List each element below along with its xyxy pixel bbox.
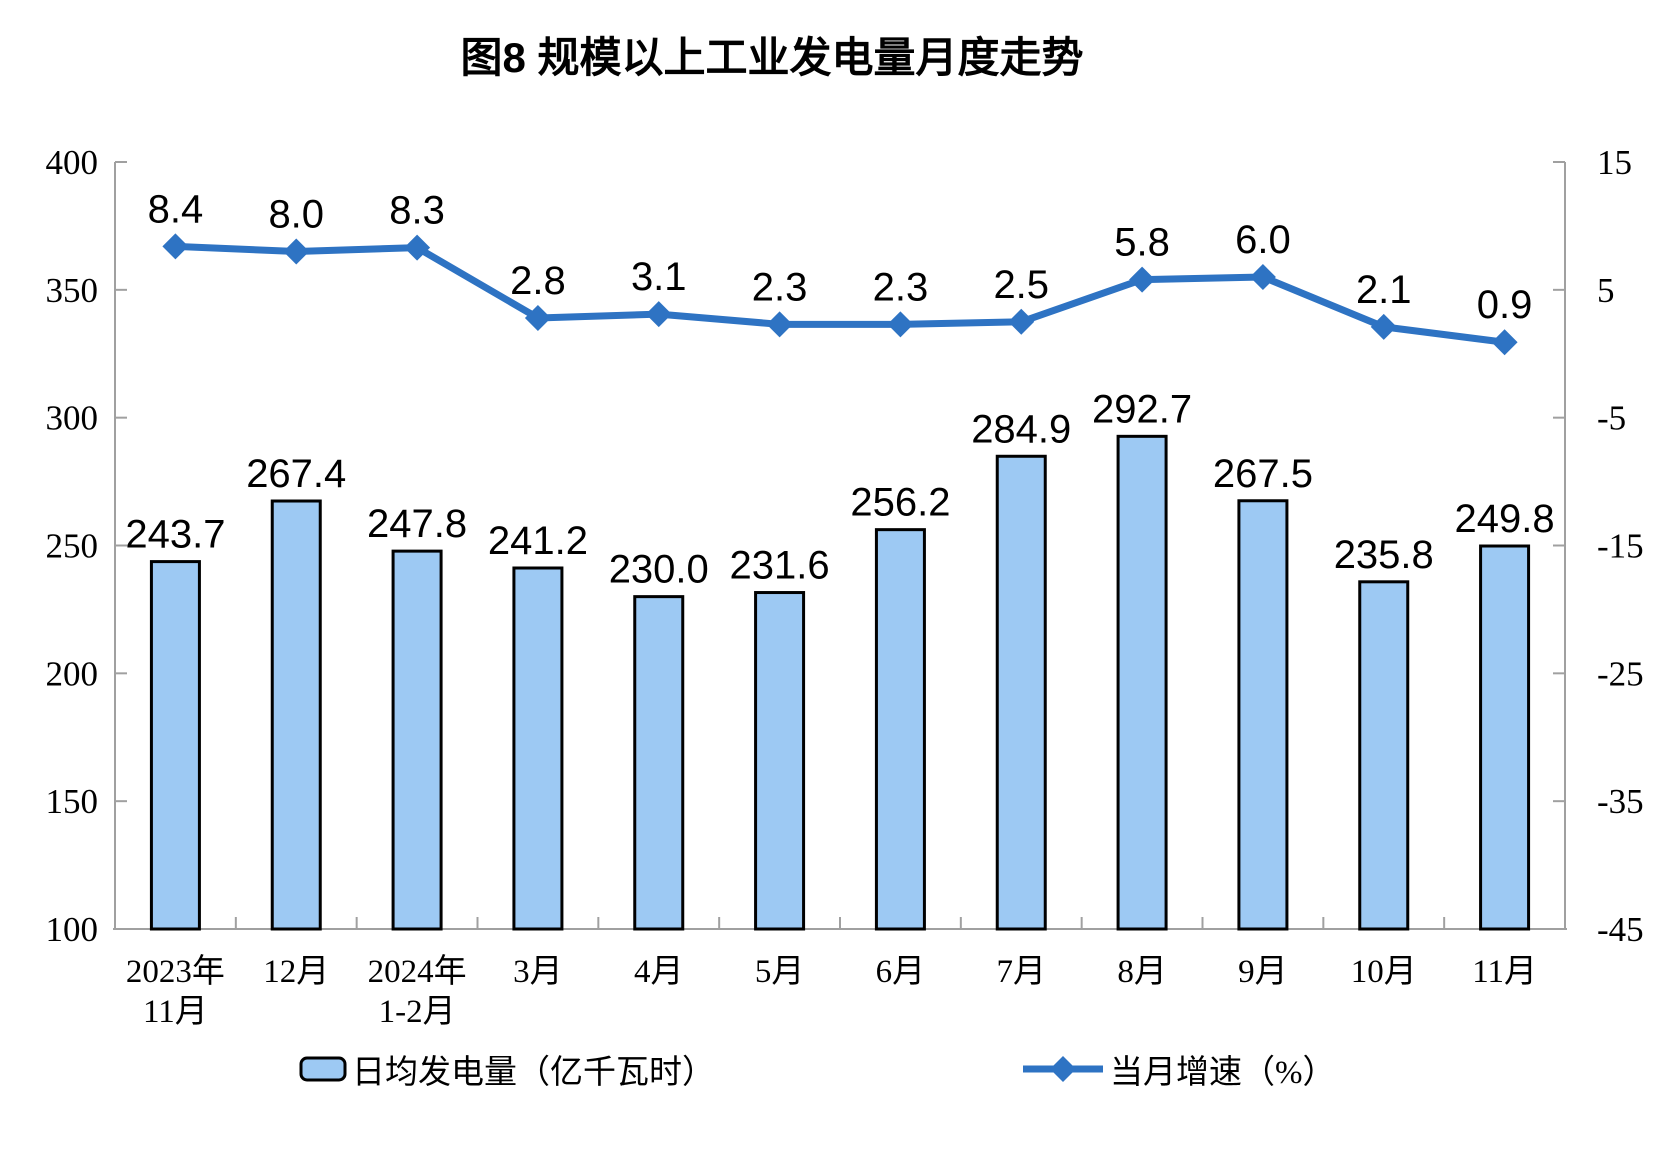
x-category-label: 10月 <box>1351 954 1417 990</box>
line-marker-icon <box>1129 266 1156 293</box>
line-marker-icon <box>162 233 189 260</box>
legend-line-marker-icon <box>1050 1056 1076 1082</box>
bar <box>1358 580 1410 931</box>
right-axis-tick-label: -45 <box>1597 910 1644 949</box>
bar <box>874 528 926 931</box>
line-marker-icon <box>404 234 431 261</box>
left-axis-tick-label: 400 <box>46 143 99 182</box>
bar-value-label: 267.4 <box>246 452 346 496</box>
bar-value-label: 230.0 <box>609 548 709 592</box>
x-category-label: 2023年 11月 <box>126 953 225 1030</box>
bar-value-label: 243.7 <box>125 513 225 557</box>
x-category-label: 2024年 1-2月 <box>368 953 467 1030</box>
bar-value-label: 231.6 <box>730 544 830 588</box>
legend: 日均发电量（亿千瓦时） 当月增速（%） <box>299 1054 1336 1091</box>
right-axis-tick-label: 15 <box>1597 143 1632 182</box>
bar-value-label: 292.7 <box>1092 387 1192 431</box>
line-series: 8.4 8.0 8.3 2.8 3.1 2.3 2.3 2.5 5.8 6.0 2.1 0.9 <box>148 187 1533 356</box>
bar <box>995 454 1047 931</box>
left-axis-tick-label: 350 <box>46 271 99 310</box>
bar <box>633 595 685 931</box>
right-axis-tick-label: -5 <box>1597 399 1626 438</box>
left-axis-tick-label: 250 <box>46 527 99 566</box>
bar <box>149 560 201 931</box>
line-value-label: 2.8 <box>510 259 566 303</box>
axes: 400 350 300 250 200 150 100 15 5 -5 -15 -25 -35 -45 <box>46 143 1644 949</box>
x-category-label: 8月 <box>1117 954 1167 990</box>
x-category-label: 7月 <box>997 954 1047 990</box>
line-value-label: 2.1 <box>1356 268 1412 312</box>
line-value-label: 3.1 <box>631 255 687 299</box>
bar <box>391 549 443 931</box>
bar <box>1116 434 1168 931</box>
left-axis-tick-label: 100 <box>46 910 99 949</box>
x-category-label: 4月 <box>634 954 684 990</box>
line-value-label: 2.3 <box>873 265 929 309</box>
left-axis-tick-label: 200 <box>46 654 99 693</box>
line-value-label: 5.8 <box>1114 221 1170 265</box>
line-value-label: 8.3 <box>389 189 445 233</box>
line-marker-icon <box>1008 308 1035 335</box>
bar-value-label: 256.2 <box>850 481 950 525</box>
x-category-label: 3月 <box>513 954 563 990</box>
x-category-label: 12月 <box>263 954 329 990</box>
line-marker-icon <box>1249 264 1276 291</box>
right-axis-tick-label: 5 <box>1597 271 1615 310</box>
x-axis-labels: 2023年 11月 12月 2024年 1-2月 3月 4月 5月 6月 7月 8月 9月 10月 11月 <box>126 953 1537 1030</box>
chart-title: 图8 规模以上工业发电量月度走势 <box>460 34 1083 81</box>
x-category-label: 6月 <box>876 954 926 990</box>
legend-line-label: 当月增速（%） <box>1110 1054 1336 1091</box>
right-axis-tick-label: -35 <box>1597 782 1644 821</box>
line-marker-icon <box>524 304 551 331</box>
line-value-label: 2.5 <box>993 263 1049 307</box>
right-axis-tick-label: -25 <box>1597 654 1644 693</box>
legend-bar-label: 日均发电量（亿千瓦时） <box>352 1054 715 1091</box>
growth-line <box>175 242 1506 346</box>
bar-value-label: 284.9 <box>971 407 1071 451</box>
line-marker-icon <box>1491 329 1518 356</box>
x-category-label: 9月 <box>1238 954 1288 990</box>
bar <box>754 591 806 931</box>
line-marker-icon <box>887 311 914 338</box>
left-axis-tick-label: 150 <box>46 782 99 821</box>
line-value-label: 8.0 <box>268 192 324 236</box>
bar-series: 243.7 267.4 247.8 241.2 230.0 231.6 256.2 284.9… <box>125 387 1555 931</box>
line-value-label: 2.3 <box>752 265 808 309</box>
bar-value-label: 267.5 <box>1213 452 1313 496</box>
legend-bar-swatch-icon <box>299 1056 347 1082</box>
line-marker-icon <box>645 301 672 328</box>
line-marker-icon <box>283 238 310 265</box>
line-value-label: 0.9 <box>1477 283 1533 327</box>
right-axis-tick-label: -15 <box>1597 527 1644 566</box>
bar-value-label: 241.2 <box>488 519 588 563</box>
bar <box>1479 544 1531 931</box>
line-marker-icon <box>766 311 793 338</box>
bar-value-label: 249.8 <box>1455 497 1555 541</box>
bar <box>512 566 564 931</box>
x-category-label: 5月 <box>755 954 805 990</box>
bar <box>270 499 322 931</box>
left-axis-tick-label: 300 <box>46 399 99 438</box>
line-value-label: 8.4 <box>148 187 204 231</box>
x-category-label: 11月 <box>1472 954 1537 990</box>
bar-value-label: 247.8 <box>367 502 467 546</box>
line-marker-icon <box>1370 313 1397 340</box>
bar-value-label: 235.8 <box>1334 533 1434 577</box>
line-value-label: 6.0 <box>1235 218 1291 262</box>
bar <box>1237 499 1289 931</box>
